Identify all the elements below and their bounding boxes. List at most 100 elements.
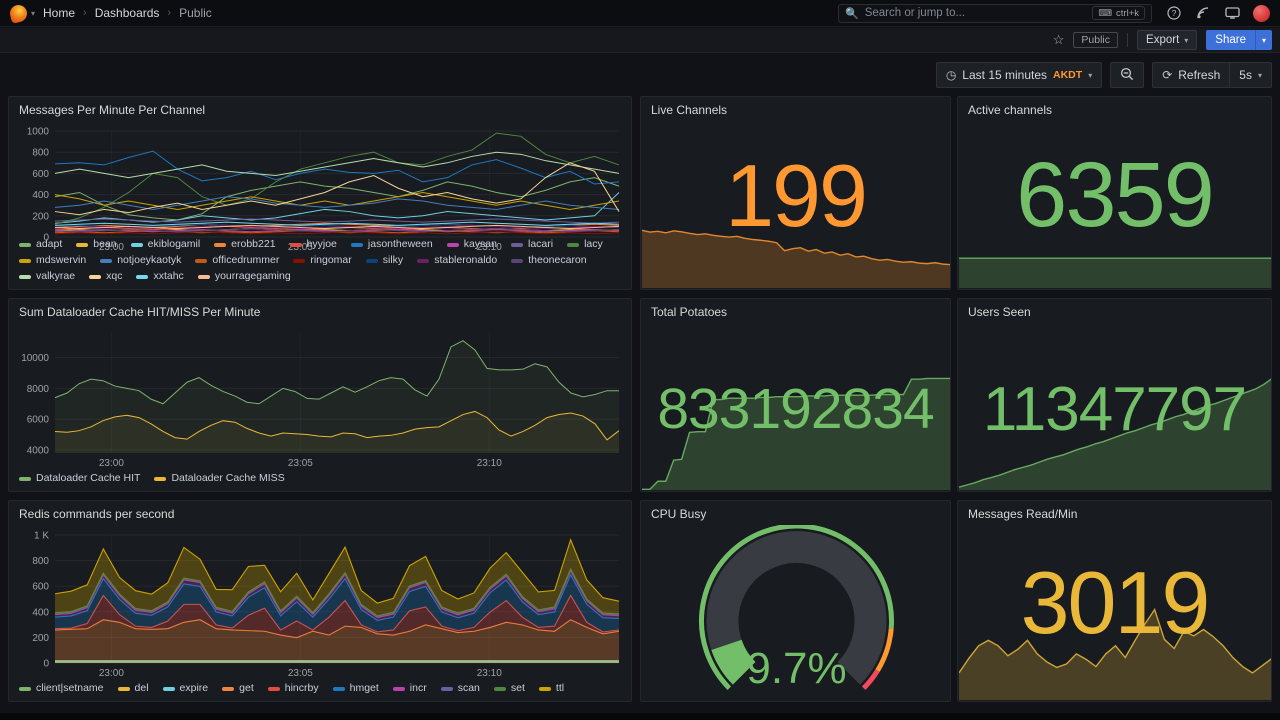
timezone-label: AKDT (1053, 69, 1083, 81)
legend-item[interactable]: lacy (567, 238, 603, 251)
legend-item[interactable]: expire (162, 682, 209, 695)
legend: Dataloader Cache HIT Dataloader Cache MIS… (9, 470, 631, 489)
panel-title: Redis commands per second (19, 507, 175, 521)
legend-item[interactable]: notjoeykaotyk (100, 254, 181, 267)
svg-text:23:05: 23:05 (288, 458, 313, 469)
legend-item[interactable]: incr (392, 682, 427, 695)
legend-item[interactable]: xqc (89, 270, 122, 283)
legend-item[interactable]: del (117, 682, 149, 695)
legend-item[interactable]: stableronaldo (417, 254, 497, 267)
news-rss-icon[interactable] (1195, 5, 1211, 21)
bottom-strip (0, 713, 1280, 720)
top-nav: ▾ Home › Dashboards › Public 🔍 ⌨ ctrl+k … (0, 0, 1280, 27)
legend-swatch (365, 258, 378, 263)
sparkline (642, 377, 950, 490)
panel-active-channels: Active channels 6359 (957, 96, 1272, 290)
legend-item[interactable]: set (493, 682, 525, 695)
toolbar-divider (1127, 33, 1129, 47)
search-box[interactable]: 🔍 ⌨ ctrl+k (838, 3, 1152, 23)
legend-label: jasontheween (367, 238, 433, 250)
legend-swatch (567, 242, 580, 247)
org-switcher-caret-icon[interactable]: ▾ (31, 8, 36, 18)
legend-label: mdswervin (36, 254, 87, 266)
legend-label: theonecaron (528, 254, 587, 266)
share-button[interactable]: Share ▾ (1206, 30, 1272, 50)
legend-item[interactable]: silky (365, 254, 403, 267)
legend-item[interactable]: hmget (332, 682, 379, 695)
svg-text:23:10: 23:10 (477, 458, 502, 469)
export-button[interactable]: Export ▾ (1137, 30, 1198, 50)
legend-item[interactable]: hyyjoe (289, 238, 337, 251)
legend-item[interactable]: mdswervin (19, 254, 86, 267)
legend-swatch (19, 258, 31, 263)
search-shortcut-chip: ⌨ ctrl+k (1092, 6, 1145, 20)
svg-text:200: 200 (32, 211, 49, 222)
legend-item[interactable]: kaysan (446, 238, 497, 251)
legend-item[interactable]: Dataloader Cache HIT (19, 472, 140, 485)
legend-swatch (417, 258, 430, 263)
user-avatar[interactable] (1253, 4, 1270, 22)
svg-text:23:00: 23:00 (99, 458, 124, 469)
legend-item[interactable]: officedrummer (195, 254, 279, 267)
legend-item[interactable]: ttl (538, 682, 564, 695)
svg-text:800: 800 (32, 556, 49, 567)
panel-title: Live Channels (651, 103, 728, 117)
panel-title: CPU Busy (651, 507, 707, 521)
chevron-down-icon: ▾ (1184, 35, 1189, 45)
legend-label: xxtahc (153, 270, 184, 282)
legend-item[interactable]: xxtahc (136, 270, 184, 283)
legend-item[interactable]: adapt (19, 238, 62, 251)
legend-item[interactable]: scan (440, 682, 480, 695)
legend-swatch (511, 242, 523, 247)
legend-swatch (332, 686, 345, 691)
cpu-busy-gauge: 9.7% (699, 525, 894, 693)
keyboard-icon: ⌨ (1098, 7, 1113, 19)
refresh-button[interactable]: ⟳ Refresh (1152, 62, 1231, 88)
legend-item[interactable]: valkyrae (19, 270, 75, 283)
legend-item[interactable]: theonecaron (511, 254, 587, 267)
svg-text:23:05: 23:05 (288, 668, 313, 679)
legend-swatch (267, 686, 280, 691)
zoom-out-button[interactable] (1110, 62, 1145, 88)
redis-commands-chart[interactable]: 0 200 400 600 800 1 K 23:00 23:05 23:10 (17, 527, 625, 679)
refresh-interval-dropdown[interactable]: 5s ▾ (1230, 62, 1272, 88)
legend-item[interactable]: bean (76, 238, 117, 251)
legend-item[interactable]: ringomar (293, 254, 352, 267)
legend-item[interactable]: hincrby (267, 682, 319, 695)
legend-item[interactable]: jasontheween (350, 238, 433, 251)
legend-label: expire (179, 682, 209, 694)
legend-item[interactable]: erobb221 (214, 238, 276, 251)
legend-item[interactable]: Dataloader Cache MISS (154, 472, 285, 485)
breadcrumb-public[interactable]: Public (179, 6, 212, 20)
stat-value: 833192834 (657, 377, 934, 441)
legend-item[interactable]: yourragegaming (197, 270, 291, 283)
grafana-logo[interactable] (8, 2, 29, 24)
svg-text:800: 800 (32, 148, 49, 159)
breadcrumb-home[interactable]: Home (43, 6, 76, 20)
chevron-down-icon: ▾ (1088, 70, 1093, 80)
time-controls: ◷ Last 15 minutes AKDT ▾ ⟳ Refresh 5s ▾ (0, 62, 1280, 88)
star-dashboard-icon[interactable]: ☆ (1052, 32, 1065, 47)
refresh-group: ⟳ Refresh 5s ▾ (1152, 62, 1272, 88)
breadcrumb-dashboards[interactable]: Dashboards (94, 6, 160, 20)
legend-item[interactable]: get (222, 682, 254, 695)
legend: client|setname del expire get hincrby hmget in… (9, 680, 631, 699)
panel-title: Messages Read/Min (968, 507, 1078, 521)
share-dropdown-caret-icon[interactable]: ▾ (1254, 30, 1272, 50)
legend-swatch (162, 686, 175, 691)
svg-text:23:05: 23:05 (288, 242, 313, 253)
dashboard-toolbar: ☆ Public Export ▾ Share ▾ (0, 28, 1280, 53)
time-range-picker[interactable]: ◷ Last 15 minutes AKDT ▾ (935, 62, 1103, 88)
legend-item[interactable]: ekiblogamil (130, 238, 200, 251)
display-icon[interactable] (1224, 5, 1240, 21)
search-input[interactable] (864, 7, 1087, 19)
legend-item[interactable]: lacari (511, 238, 553, 251)
legend-item[interactable]: client|setname (19, 682, 104, 695)
legend-swatch (493, 686, 506, 691)
dataloader-cache-chart[interactable]: 4000 6000 8000 10000 23:00 23:05 23:10 (17, 325, 625, 469)
help-icon[interactable]: ? (1166, 5, 1182, 21)
legend-label: hmget (349, 682, 379, 694)
legend-swatch (89, 274, 102, 279)
legend-swatch (511, 258, 524, 263)
messages-per-minute-chart[interactable]: 0 200 400 600 800 1000 23:00 23:05 23:10 (17, 123, 625, 253)
